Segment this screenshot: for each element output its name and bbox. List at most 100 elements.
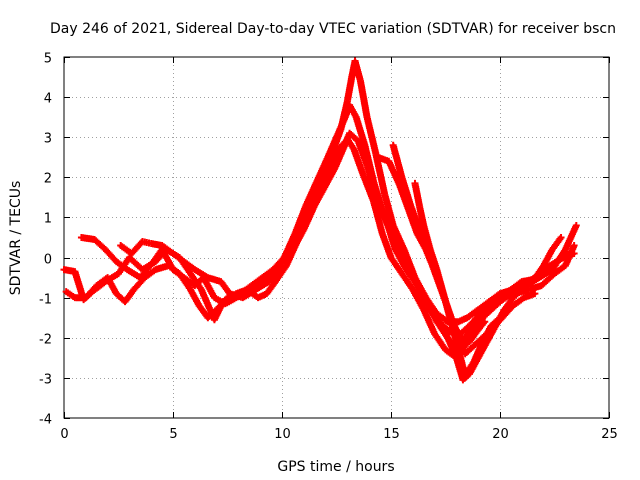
track-segment [359, 171, 377, 204]
track-segment [364, 163, 379, 196]
track-segment [79, 234, 97, 243]
track-segment [187, 287, 202, 308]
track-segment [364, 115, 379, 155]
track-segment [530, 263, 546, 284]
track-segment [353, 115, 368, 147]
track-segment [436, 319, 451, 340]
track-segment [475, 339, 490, 360]
track-segment [461, 371, 472, 382]
track-segment [381, 191, 397, 228]
track-segment [160, 243, 175, 256]
track-segment [142, 267, 158, 280]
track-segment [427, 247, 440, 272]
track-segment [522, 290, 537, 301]
track-segment [434, 311, 450, 325]
x-tick-label: 15 [383, 427, 400, 442]
track-segment [519, 279, 535, 292]
track-segment [73, 294, 88, 302]
track-segment [476, 299, 491, 313]
y-tick-label: 0 [44, 253, 52, 268]
track-segment [254, 279, 271, 293]
x-tick-label: 0 [60, 427, 68, 442]
track-segment [323, 167, 337, 188]
x-tick-label: 25 [601, 427, 618, 442]
track-segment [347, 131, 361, 144]
track-segment [266, 263, 283, 284]
x-tick-label: 5 [169, 427, 177, 442]
x-tick-label: 10 [274, 427, 291, 442]
satellite-track-7 [411, 179, 489, 346]
track-segment [256, 291, 269, 301]
track-segment [501, 295, 516, 312]
track-segment [240, 287, 258, 301]
track-segment [352, 59, 364, 83]
track-segment [370, 199, 386, 236]
track-segment [376, 154, 391, 165]
track-segment [218, 279, 233, 296]
track-segment [549, 247, 568, 272]
track-segment [462, 323, 477, 340]
track-segment [159, 247, 176, 272]
track-segment [205, 307, 219, 320]
gridlines [64, 57, 609, 418]
track-segment [498, 286, 515, 297]
track-segment [392, 247, 409, 272]
track-segment [410, 287, 427, 312]
data-points [60, 57, 580, 384]
track-segment [467, 311, 483, 328]
track-segment [141, 238, 153, 247]
track-segment [411, 181, 423, 208]
track-segment [149, 240, 164, 249]
track-segment [273, 263, 289, 284]
plot-area-border [63, 56, 610, 419]
track-segment [463, 343, 476, 356]
y-tick-label: 4 [44, 92, 52, 107]
track-segment [537, 267, 555, 281]
track-segment [122, 287, 137, 304]
track-segment [290, 227, 307, 252]
track-segment [288, 219, 305, 248]
track-segment [390, 143, 405, 180]
track-segment [312, 183, 329, 208]
track-segment [487, 291, 502, 304]
track-segment [212, 295, 227, 307]
track-segment [92, 237, 108, 252]
track-segment [309, 171, 327, 200]
axis-ticks: 0 5 10 15 20 25 -4 -3 -2 -1 0 1 2 3 4 5 [39, 52, 618, 443]
satellite-track-8 [435, 234, 565, 384]
x-axis-label: GPS time / hours [277, 459, 394, 475]
track-segment [401, 247, 418, 280]
track-segment [416, 203, 427, 228]
track-segment [379, 231, 394, 260]
track-segment [466, 355, 481, 376]
track-segment [471, 315, 485, 328]
track-segment [298, 195, 316, 224]
track-segment [493, 307, 507, 328]
track-segment [329, 127, 344, 155]
track-segment [277, 243, 294, 268]
track-segment [331, 147, 346, 172]
track-segment [498, 291, 513, 304]
track-segment [249, 275, 265, 288]
track-segment [182, 259, 197, 272]
track-segment [539, 271, 557, 288]
y-tick-label: 2 [44, 172, 52, 187]
track-segment [64, 289, 77, 300]
y-tick-label: 1 [44, 212, 52, 227]
track-segment [511, 295, 526, 308]
track-segment [105, 275, 119, 296]
y-tick-label: -2 [39, 333, 52, 348]
y-tick-label: -3 [39, 373, 52, 388]
track-segment [171, 251, 186, 264]
y-tick-label: -1 [39, 293, 52, 308]
track-segment [456, 315, 470, 325]
track-segment [476, 319, 487, 332]
track-segment [432, 331, 448, 352]
track-segment [444, 335, 460, 360]
track-segment [420, 223, 434, 252]
track-segment [480, 307, 494, 320]
track-segment [541, 247, 555, 268]
track-segment [398, 175, 414, 208]
track-segment [552, 263, 568, 276]
